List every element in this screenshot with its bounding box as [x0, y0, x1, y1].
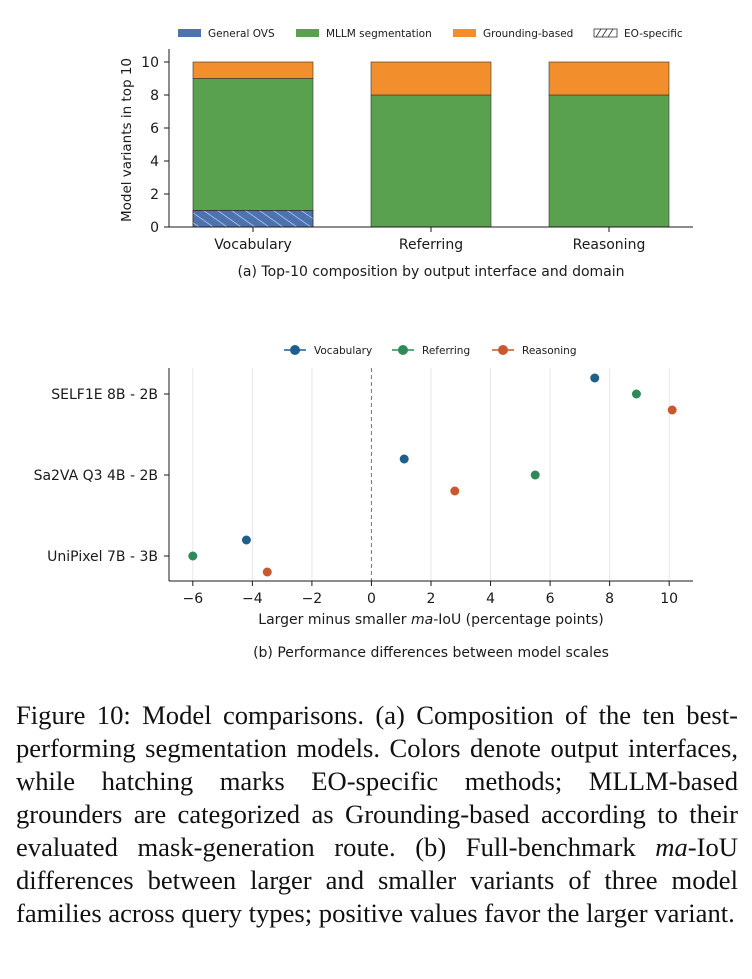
bar-mllm-segmentation-reasoning — [549, 95, 669, 227]
b-x-tick-label: −6 — [182, 591, 203, 607]
bar-grounding-based-referring — [371, 62, 491, 95]
a-y-tick-label: 2 — [150, 187, 159, 203]
bar-mllm-segmentation-vocabulary — [193, 79, 313, 211]
legend-label-general-ovs: General OVS — [208, 28, 275, 40]
bar-hatch-eo-specific-vocabulary — [193, 211, 313, 228]
a-x-tick-label-referring: Referring — [399, 237, 463, 253]
legend-swatch-general-ovs — [178, 29, 201, 37]
a-y-tick-label: 4 — [150, 154, 159, 170]
a-bars — [193, 62, 669, 227]
point-referring-sa2va-q3-4b-2b — [531, 471, 540, 480]
a-y-tick-label: 8 — [150, 88, 159, 104]
point-vocabulary-sa2va-q3-4b-2b — [400, 455, 409, 464]
point-reasoning-sa2va-q3-4b-2b — [450, 487, 459, 496]
legend-swatch-eo-specific — [594, 29, 617, 37]
b-y-tick-label-sa2va-q3-4b-2b: Sa2VA Q3 4B - 2B — [34, 468, 158, 484]
b-x-axis-label: Larger minus smaller ma-IoU (percentage … — [258, 612, 603, 628]
legend-swatch-grounding-based — [453, 29, 476, 37]
point-referring-self1e-8b-2b — [632, 390, 641, 399]
legend-label-referring: Referring — [422, 345, 470, 357]
bar-grounding-based-reasoning — [549, 62, 669, 95]
a-y-tick-label: 6 — [150, 121, 159, 137]
b-x-tick-label: 10 — [660, 591, 678, 607]
b-y-axis: SELF1E 8B - 2B Sa2VA Q3 4B - 2B UniPixel 7… — [34, 387, 169, 565]
figure-caption: Figure 10: Model comparisons. (a) Compos… — [16, 699, 738, 930]
legend-swatch-mllm-segmentation — [296, 29, 319, 37]
legend-label-vocabulary: Vocabulary — [314, 345, 372, 357]
panel-b-dot-plot: Vocabulary Referring Reasoning −6 −4 −2 0 2 4 6 8… — [34, 345, 693, 661]
bar-mllm-segmentation-referring — [371, 95, 491, 227]
legend-marker-vocabulary — [290, 345, 300, 355]
b-x-tick-label: 6 — [546, 591, 555, 607]
caption-label: Figure 10: — [16, 700, 131, 730]
a-y-axis: 0 2 4 6 8 10 — [141, 55, 169, 236]
point-vocabulary-unipixel-7b-3b — [242, 536, 251, 545]
point-referring-unipixel-7b-3b — [188, 552, 197, 561]
legend-b: Vocabulary Referring Reasoning — [284, 345, 577, 357]
a-y-tick-label: 10 — [141, 55, 159, 71]
legend-label-reasoning: Reasoning — [522, 345, 577, 357]
a-caption: (a) Top-10 composition by output interfa… — [237, 264, 624, 280]
b-y-tick-label-self1e-8b-2b: SELF1E 8B - 2B — [51, 387, 158, 403]
legend-marker-referring — [398, 345, 408, 355]
b-x-tick-label: −2 — [302, 591, 323, 607]
panel-a-stacked-bar: General OVS MLLM segmentation Grounding-ba… — [119, 28, 693, 280]
b-x-tick-label: 0 — [367, 591, 376, 607]
a-x-tick-label-vocabulary: Vocabulary — [214, 237, 292, 253]
b-caption: (b) Performance differences between mode… — [253, 645, 609, 661]
figure: General OVS MLLM segmentation Grounding-ba… — [0, 0, 752, 690]
a-x-axis: Vocabulary Referring Reasoning — [214, 227, 645, 253]
b-x-tick-label: 2 — [427, 591, 436, 607]
b-x-axis: −6 −4 −2 0 2 4 6 8 10 — [182, 368, 678, 607]
legend-a: General OVS MLLM segmentation Grounding-ba… — [178, 28, 683, 40]
b-x-tick-label: 4 — [486, 591, 495, 607]
bar-grounding-based-vocabulary — [193, 62, 313, 79]
b-points — [188, 374, 676, 577]
caption-math: ma — [655, 832, 688, 862]
legend-label-grounding-based: Grounding-based — [483, 28, 573, 40]
a-x-tick-label-reasoning: Reasoning — [573, 237, 646, 253]
b-x-tick-label: −4 — [242, 591, 263, 607]
point-reasoning-self1e-8b-2b — [668, 406, 677, 415]
point-reasoning-unipixel-7b-3b — [263, 568, 272, 577]
legend-label-mllm-segmentation: MLLM segmentation — [326, 28, 432, 40]
b-y-tick-label-unipixel-7b-3b: UniPixel 7B - 3B — [47, 549, 158, 565]
point-vocabulary-self1e-8b-2b — [590, 374, 599, 383]
a-y-tick-label: 0 — [150, 220, 159, 236]
legend-label-eo-specific: EO-specific — [624, 28, 683, 40]
b-x-tick-label: 8 — [605, 591, 614, 607]
a-y-axis-label: Model variants in top 10 — [119, 58, 135, 222]
legend-marker-reasoning — [498, 345, 508, 355]
